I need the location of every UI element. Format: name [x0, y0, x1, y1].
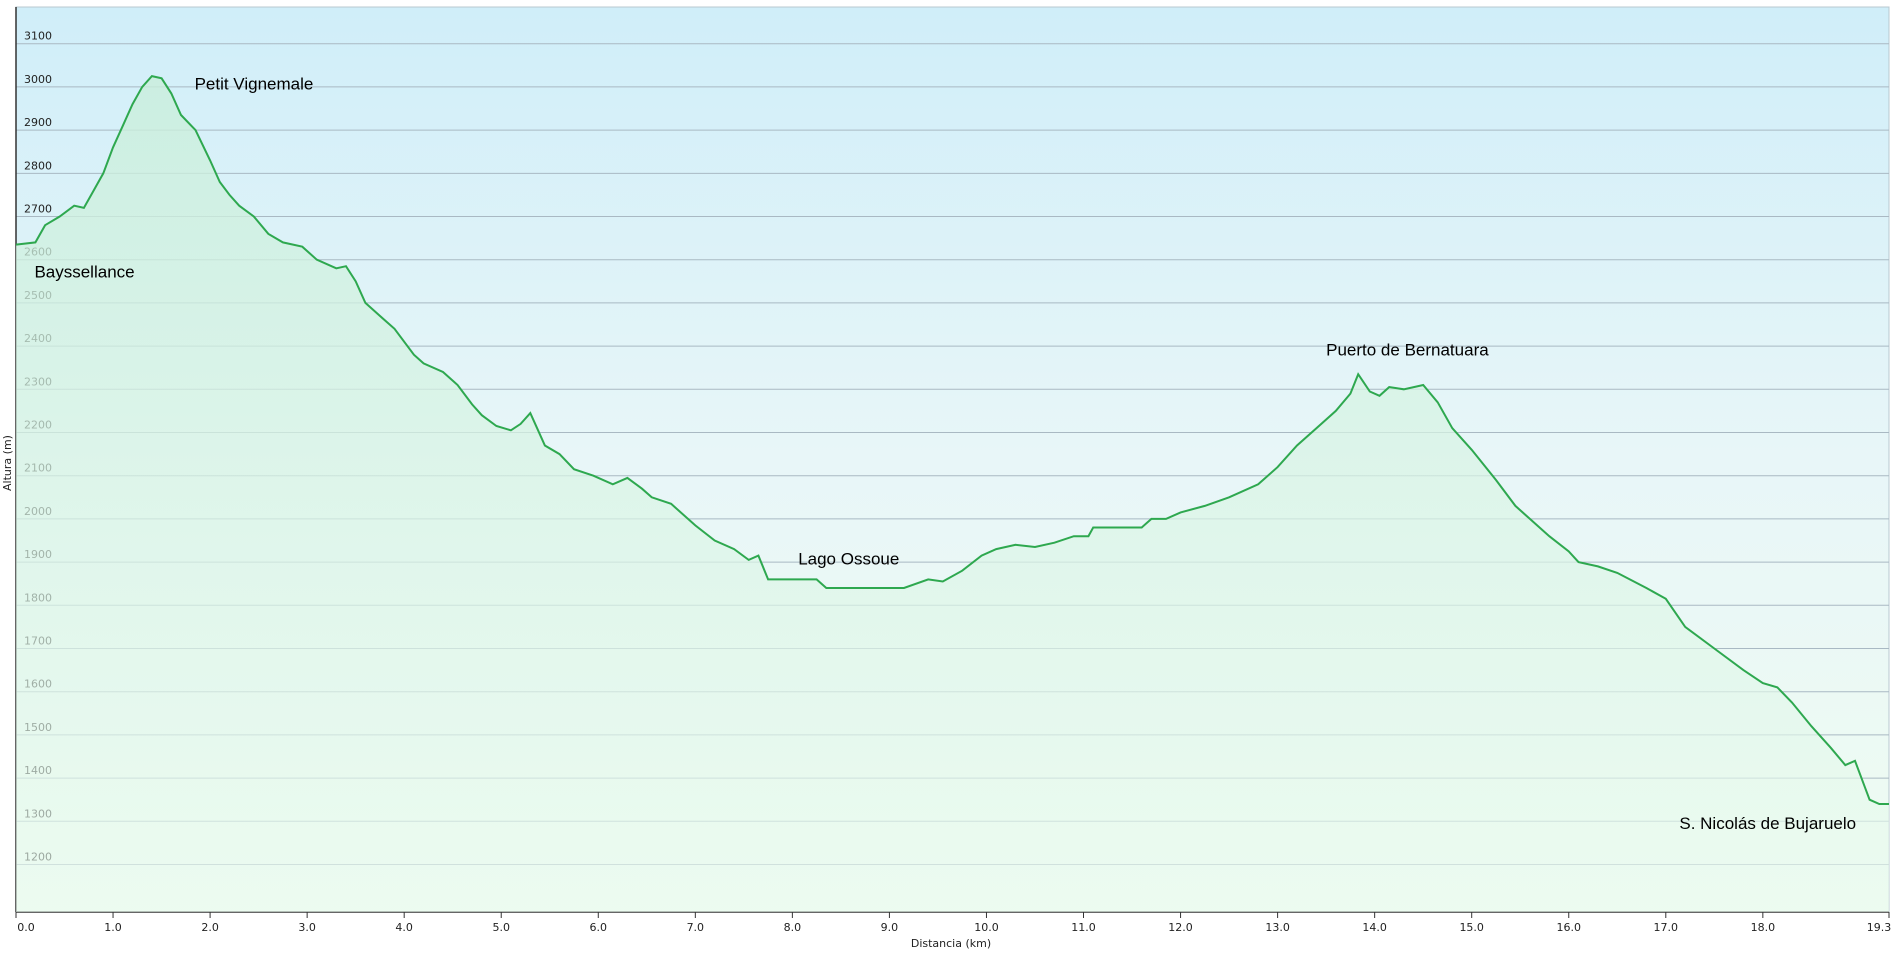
x-tick-label: 14.0	[1362, 921, 1387, 934]
x-tick-label: 17.0	[1654, 921, 1679, 934]
x-tick-label: 4.0	[395, 921, 413, 934]
x-tick-label: 3.0	[298, 921, 316, 934]
y-tick-label: 2700	[24, 203, 52, 216]
annotation: Petit Vignemale	[195, 75, 314, 94]
x-tick-label: 12.0	[1168, 921, 1193, 934]
x-tick-label: 1.0	[104, 921, 122, 934]
annotation: Puerto de Bernatuara	[1326, 340, 1489, 359]
x-tick-label: 2.0	[201, 921, 219, 934]
annotation: S. Nicolás de Bujaruelo	[1679, 814, 1856, 833]
x-tick-label: 8.0	[784, 921, 802, 934]
x-tick-label: 11.0	[1071, 921, 1096, 934]
area-fill	[16, 76, 1889, 913]
x-axis-label: Distancia (km)	[911, 937, 991, 950]
x-tick-label: 0.0	[17, 921, 35, 934]
x-tick-label: 19.3	[1867, 921, 1892, 934]
x-tick-label: 18.0	[1751, 921, 1776, 934]
x-tick-label: 9.0	[881, 921, 899, 934]
y-axis-label: Altura (m)	[1, 435, 14, 491]
annotation: Lago Ossoue	[798, 549, 899, 568]
y-tick-label: 2800	[24, 159, 52, 172]
annotation: Bayssellance	[34, 263, 134, 282]
elevation-line	[15, 74, 1889, 805]
x-tick-label: 15.0	[1459, 921, 1484, 934]
y-tick-label: 2900	[24, 116, 52, 129]
x-tick-label: 7.0	[687, 921, 705, 934]
y-tick-label: 3100	[24, 30, 52, 43]
x-tick-label: 10.0	[974, 921, 999, 934]
x-tick-label: 6.0	[590, 921, 608, 934]
x-tick-label: 5.0	[492, 921, 510, 934]
x-tick-label: 16.0	[1556, 921, 1581, 934]
y-tick-label: 3000	[24, 73, 52, 86]
x-tick-label: 13.0	[1265, 921, 1290, 934]
